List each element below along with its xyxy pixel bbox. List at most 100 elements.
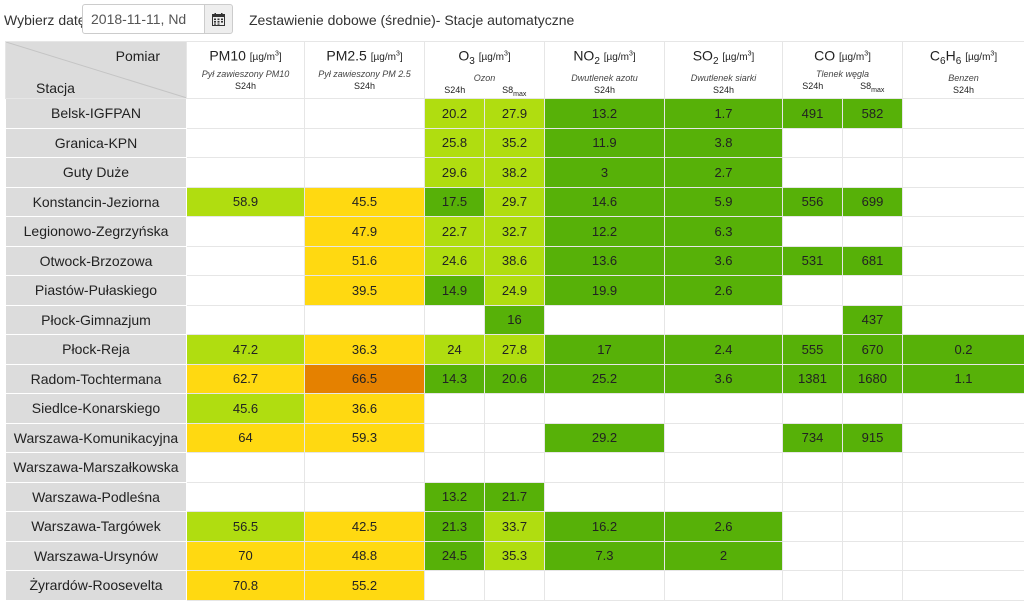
measurement-cell	[544, 481, 665, 512]
header-so2[interactable]: SO2 [µg/m3] Dwutlenek siarki S24h	[664, 41, 783, 99]
measurement-cell	[782, 157, 843, 188]
measurement-cell	[902, 393, 1024, 424]
header-pm10[interactable]: PM10 [µg/m3] Pył zawieszony PM10 S24h	[186, 41, 305, 99]
measurement-cell: 3.6	[664, 363, 783, 394]
measurement-cell: 36.3	[304, 334, 425, 365]
pomiar-label: Pomiar	[115, 48, 160, 64]
measurement-cell: 699	[841, 186, 904, 217]
measurement-cell	[782, 481, 843, 512]
measurement-cell: 12.2	[544, 216, 665, 247]
measurement-cell	[484, 393, 545, 424]
measurement-cell: 59.3	[304, 422, 425, 453]
date-input[interactable]	[82, 4, 205, 34]
measurement-cell	[544, 304, 665, 335]
measurement-cell: 14.6	[544, 186, 665, 217]
measurement-cell: 32.7	[484, 216, 545, 247]
measurement-cell	[664, 481, 783, 512]
station-name[interactable]: Siedlce-Konarskiego	[5, 393, 187, 424]
measurement-cell	[424, 304, 485, 335]
header-no2[interactable]: NO2 [µg/m3] Dwutlenek azotu S24h	[544, 41, 665, 99]
station-name[interactable]: Piastów-Pułaskiego	[5, 275, 187, 306]
measurement-cell	[782, 570, 843, 601]
station-name[interactable]: Warszawa-Marszałkowska	[5, 452, 187, 483]
measurement-cell: 17.5	[424, 186, 485, 217]
measurement-cell	[424, 393, 485, 424]
measurement-cell: 45.6	[186, 393, 305, 424]
measurement-cell: 48.8	[304, 540, 425, 571]
measurement-cell	[664, 452, 783, 483]
measurement-cell: 70	[186, 540, 305, 571]
measurement-cell	[424, 570, 485, 601]
measurement-cell: 56.5	[186, 511, 305, 542]
measurement-cell	[186, 245, 305, 276]
measurement-cell: 13.2	[544, 98, 665, 129]
measurement-cell: 915	[841, 422, 904, 453]
table-row: Płock-Reja 47.2 36.3 24 27.8 17 2.4 555 670 0.2	[5, 334, 1024, 365]
station-name[interactable]: Belsk-IGFPAN	[5, 98, 187, 129]
measurement-cell: 24.5	[424, 540, 485, 571]
table-header-row: Pomiar Stacja PM10 [µg/m3] Pył zawieszon…	[5, 41, 1024, 99]
measurement-cell: 2.6	[664, 511, 783, 542]
station-name[interactable]: Żyrardów-Roosevelta	[5, 570, 187, 601]
station-name[interactable]: Warszawa-Ursynów	[5, 540, 187, 571]
measurement-cell	[841, 570, 904, 601]
station-name[interactable]: Radom-Tochtermana	[5, 363, 187, 394]
station-name[interactable]: Warszawa-Podleśna	[5, 481, 187, 512]
measurement-cell	[186, 157, 305, 188]
measurement-cell: 27.9	[484, 98, 545, 129]
measurement-cell: 1.7	[664, 98, 783, 129]
measurement-cell	[841, 481, 904, 512]
measurement-cell: 2.4	[664, 334, 783, 365]
measurement-cell	[902, 98, 1024, 129]
measurement-cell: 0.2	[902, 334, 1024, 365]
measurement-cell	[782, 452, 843, 483]
measurement-cell: 3.8	[664, 127, 783, 158]
measurement-cell: 39.5	[304, 275, 425, 306]
measurement-cell: 1.1	[902, 363, 1024, 394]
station-name[interactable]: Płock-Reja	[5, 334, 187, 365]
measurement-cell: 555	[782, 334, 843, 365]
station-name[interactable]: Warszawa-Komunikacyjna	[5, 422, 187, 453]
measurement-cell	[782, 127, 843, 158]
measurement-cell	[902, 157, 1024, 188]
measurement-cell	[544, 393, 665, 424]
measurement-cell: 29.6	[424, 157, 485, 188]
table-row: Warszawa-Ursynów 70 48.8 24.5 35.3 7.3 2	[5, 540, 1024, 571]
table-row: Guty Duże 29.6 38.2 3 2.7	[5, 157, 1024, 188]
measurement-cell: 531	[782, 245, 843, 276]
measurement-cell: 670	[841, 334, 904, 365]
measurement-cell: 20.6	[484, 363, 545, 394]
measurement-cell	[186, 452, 305, 483]
station-name[interactable]: Legionowo-Zegrzyńska	[5, 216, 187, 247]
station-name[interactable]: Płock-Gimnazjum	[5, 304, 187, 335]
measurement-cell	[186, 481, 305, 512]
measurement-cell: 24.6	[424, 245, 485, 276]
header-pm25[interactable]: PM2.5 [µg/m3] Pył zawieszony PM 2.5 S24h	[304, 41, 425, 99]
measurement-cell	[841, 393, 904, 424]
station-name[interactable]: Granica-KPN	[5, 127, 187, 158]
measurement-cell: 24	[424, 334, 485, 365]
header-co[interactable]: CO [µg/m3] Tlenek węgla S24h S8max	[781, 41, 904, 99]
measurement-cell	[902, 452, 1024, 483]
measurement-cell: 47.2	[186, 334, 305, 365]
header-o3[interactable]: O3 [µg/m3] Ozon S24h S8max	[424, 41, 545, 99]
measurement-cell	[186, 275, 305, 306]
measurement-cell	[424, 452, 485, 483]
measurement-cell	[902, 275, 1024, 306]
measurement-cell: 1680	[841, 363, 904, 394]
calendar-button[interactable]	[204, 4, 233, 34]
table-row: Płock-Gimnazjum 16 437	[5, 304, 1024, 335]
measurement-cell: 47.9	[304, 216, 425, 247]
measurement-cell	[841, 275, 904, 306]
report-title: Zestawienie dobowe (średnie)- Stacje aut…	[249, 12, 575, 28]
station-name[interactable]: Konstancin-Jeziorna	[5, 186, 187, 217]
station-name[interactable]: Otwock-Brzozowa	[5, 245, 187, 276]
measurement-cell	[782, 216, 843, 247]
measurement-cell: 3	[544, 157, 665, 188]
station-name[interactable]: Guty Duże	[5, 157, 187, 188]
measurement-cell: 6.3	[664, 216, 783, 247]
header-c6h6[interactable]: C6H6 [µg/m3] Benzen S24h	[902, 41, 1024, 99]
corner-header: Pomiar Stacja	[5, 41, 187, 99]
station-name[interactable]: Warszawa-Targówek	[5, 511, 187, 542]
table-body: Belsk-IGFPAN 20.2 27.9 13.2 1.7 491 582 Granica…	[5, 98, 1024, 601]
